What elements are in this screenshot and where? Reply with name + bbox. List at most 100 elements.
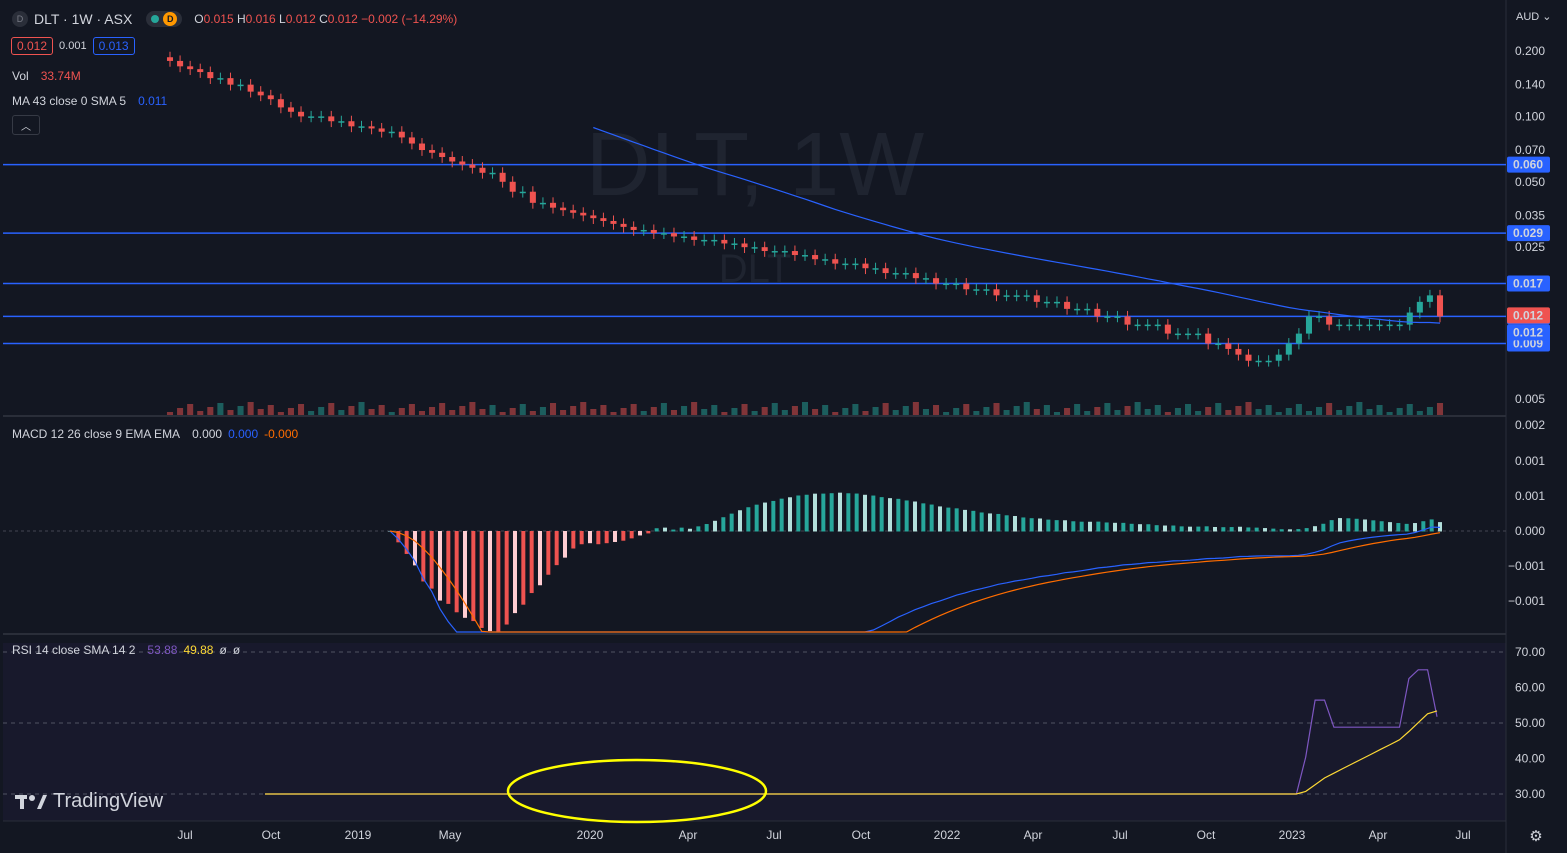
rsi-tick: 30.00 xyxy=(1515,787,1545,801)
candle-body xyxy=(549,202,557,208)
macd-histogram-bar xyxy=(988,513,992,532)
volume-bar xyxy=(761,407,768,415)
macd-legend[interactable]: MACD 12 26 close 9 EMA EMA 0.000 0.000 -… xyxy=(12,427,298,441)
candle-body xyxy=(509,181,516,192)
candle-body xyxy=(1255,360,1262,363)
time-tick: Apr xyxy=(1024,828,1043,842)
volume-bar xyxy=(368,409,375,415)
candle-body xyxy=(560,207,567,211)
candle-body xyxy=(237,84,244,87)
annotation-ellipse-shape xyxy=(506,758,768,824)
rsi-pane xyxy=(3,651,1506,795)
macd-histogram-bar xyxy=(588,531,592,544)
candle-body xyxy=(318,116,325,118)
volume-bar xyxy=(1174,408,1181,415)
volume-bar xyxy=(1053,412,1061,415)
brand-name: TradingView xyxy=(53,790,164,812)
macd-histogram-bar xyxy=(1304,528,1309,532)
time-tick: Jul xyxy=(766,828,781,842)
candle-body xyxy=(912,273,919,279)
volume-bar xyxy=(953,408,960,415)
rsi-value: 53.88 xyxy=(147,643,178,657)
candle-body xyxy=(902,273,909,275)
volume-bar xyxy=(681,406,688,415)
macd-histogram-bar xyxy=(938,506,942,532)
sell-button[interactable]: 0.012 xyxy=(11,37,54,55)
macd-histogram-bar xyxy=(1263,528,1267,532)
macd-histogram-bar xyxy=(1113,522,1117,532)
volume-bar xyxy=(1225,410,1232,415)
macd-histogram-bar xyxy=(1288,529,1292,532)
rsi-legend[interactable]: RSI 14 close SMA 14 2 53.88 49.88 ø ø xyxy=(12,643,240,657)
volume-bar xyxy=(1094,407,1101,415)
symbol-logo-icon[interactable]: D xyxy=(12,11,28,27)
collapse-legend-button[interactable]: ︿ xyxy=(12,115,40,135)
macd-histogram-bar xyxy=(1054,520,1059,532)
volume-bar xyxy=(378,405,385,415)
candle-body xyxy=(711,239,718,242)
candle-body xyxy=(308,116,315,118)
annotation-ellipse xyxy=(506,758,768,824)
candle-body xyxy=(166,57,174,61)
volume-bar xyxy=(1396,408,1403,415)
macd-histogram-bar xyxy=(846,493,851,532)
macd-histogram-bar xyxy=(1188,526,1192,532)
volume-bar xyxy=(549,403,557,415)
candle-body xyxy=(1416,301,1423,313)
volume-bar xyxy=(872,407,879,415)
volume-bar xyxy=(580,402,587,415)
candle-body xyxy=(590,215,597,219)
volume-bar xyxy=(701,409,708,415)
low-label: L xyxy=(279,12,286,26)
candle-body xyxy=(398,131,405,138)
macd-histogram-bar xyxy=(721,517,726,532)
volume-bar xyxy=(499,412,506,415)
volume-bar xyxy=(166,412,174,415)
level-badge xyxy=(1507,225,1550,242)
macd-histogram-bar xyxy=(1404,523,1409,532)
candle-body xyxy=(1074,308,1081,311)
macd-histogram-bar xyxy=(1388,522,1392,532)
macd-histogram-bar xyxy=(1229,527,1234,532)
macd-histogram-bar xyxy=(446,531,451,604)
macd-histogram-bar xyxy=(1221,527,1226,532)
volume-bar xyxy=(852,404,859,415)
market-status[interactable]: D xyxy=(146,11,183,27)
ma-legend[interactable]: MA 43 close 0 SMA 5 0.011 xyxy=(12,94,167,108)
volume-bar xyxy=(1205,407,1212,415)
macd-histogram-bar xyxy=(804,494,809,532)
volume-bar xyxy=(358,402,365,415)
volume-bar xyxy=(338,410,345,415)
volume-bar xyxy=(408,404,415,415)
price-tick: 0.050 xyxy=(1515,175,1545,189)
macd-histogram-bar xyxy=(946,507,951,532)
macd-histogram-bar xyxy=(646,531,651,534)
volume-bar xyxy=(670,410,677,415)
candle-body xyxy=(1245,354,1252,361)
candle-body xyxy=(267,95,274,100)
macd-histogram-bar xyxy=(788,497,792,532)
macd-histogram-bar xyxy=(1204,526,1209,532)
candle-body xyxy=(1084,308,1091,311)
macd-histogram-bar xyxy=(629,531,634,539)
candle-body xyxy=(922,278,929,280)
price-tick: 0.140 xyxy=(1515,78,1545,92)
candle-body xyxy=(993,289,1000,296)
macd-histogram-bar xyxy=(838,492,842,532)
volume-bar xyxy=(1255,409,1262,415)
volume-bar xyxy=(247,402,254,415)
volume-bar xyxy=(922,409,929,415)
volume-legend[interactable]: Vol 33.74M xyxy=(12,69,81,83)
volume-bar xyxy=(771,403,778,415)
buy-button[interactable]: 0.013 xyxy=(92,37,135,55)
settings-gear-icon[interactable]: ⚙ xyxy=(1529,828,1543,845)
symbol-title[interactable]: DLT · 1W · ASX xyxy=(34,11,133,27)
candle-body xyxy=(862,263,869,269)
candle-body xyxy=(439,152,446,158)
candle-body xyxy=(1225,343,1232,349)
candle-body xyxy=(630,226,637,230)
brand-logo[interactable]: TradingView xyxy=(15,790,163,813)
volume-bar xyxy=(318,407,325,415)
currency-selector[interactable]: AUD ⌄ xyxy=(1516,10,1552,23)
